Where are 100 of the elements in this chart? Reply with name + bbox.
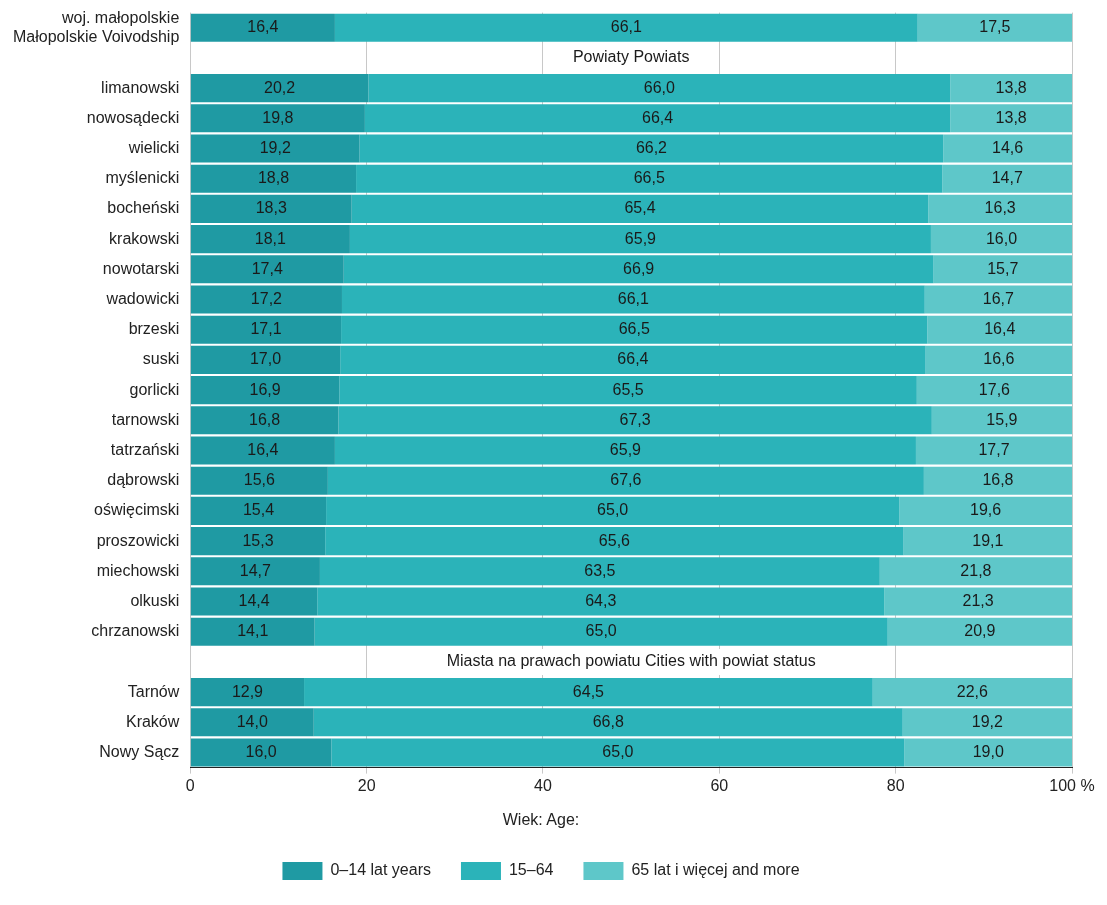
bar — [903, 527, 1072, 556]
bar — [339, 376, 917, 405]
bar — [364, 104, 951, 133]
y-tick-label: olkuski — [130, 591, 180, 609]
bar — [190, 134, 360, 163]
data-label: 20,9 — [964, 622, 996, 640]
data-label: 18,3 — [255, 199, 287, 217]
bar — [334, 436, 916, 465]
data-label: 21,8 — [960, 561, 992, 579]
bar — [190, 285, 342, 314]
data-label: 65,9 — [624, 229, 657, 247]
data-label: 65,0 — [597, 501, 629, 519]
data-label: 66,4 — [617, 350, 649, 368]
data-label: 14,7 — [991, 169, 1023, 187]
data-label: 65,0 — [602, 742, 634, 760]
bar — [190, 315, 342, 344]
data-label: 13,8 — [995, 108, 1027, 126]
x-tick-label: 100 % — [1049, 776, 1095, 794]
bar — [334, 13, 918, 42]
data-label: 16,4 — [247, 440, 279, 458]
bar — [915, 436, 1072, 465]
annotation: Miasta na prawach powiatu Cities with powiat status — [446, 652, 816, 670]
bar — [190, 708, 314, 737]
y-tick-label: limanowski — [101, 78, 180, 96]
data-label: 16,6 — [983, 350, 1015, 368]
x-tick-label: 60 — [710, 776, 729, 794]
bar — [933, 255, 1072, 284]
data-label: 14,6 — [992, 138, 1024, 156]
data-label: 13,8 — [995, 78, 1027, 96]
bar — [325, 527, 904, 556]
data-label: 65,6 — [598, 531, 631, 549]
data-label: 15,3 — [242, 531, 274, 549]
x-tick-label: 40 — [534, 776, 552, 794]
data-label: 66,5 — [618, 320, 650, 338]
bar — [899, 496, 1072, 525]
bar — [190, 376, 340, 405]
data-label: 19,6 — [970, 501, 1002, 519]
y-tick-label: Nowy Sącz — [99, 742, 180, 760]
bar — [190, 164, 357, 193]
bar — [923, 466, 1072, 495]
bar — [190, 194, 352, 223]
data-label: 66,2 — [635, 138, 668, 156]
data-label: 17,2 — [250, 289, 283, 307]
bar — [326, 496, 900, 525]
data-label: 16,9 — [249, 380, 281, 398]
bar — [190, 74, 369, 103]
bar — [341, 285, 925, 314]
data-label: 64,5 — [572, 682, 605, 700]
y-tick-label: chrzanowski — [91, 622, 180, 640]
data-label: 19,1 — [972, 531, 1004, 549]
bar — [314, 617, 888, 646]
data-label: 16,8 — [249, 410, 281, 428]
bar — [190, 527, 326, 556]
y-tick-label: wielicki — [127, 138, 180, 156]
y-tick-label: proszowicki — [96, 531, 180, 549]
bar — [190, 104, 365, 133]
data-label: 17,6 — [978, 380, 1011, 398]
x-tick-label: 0 — [185, 776, 195, 794]
y-tick-label: krakowski — [109, 229, 180, 247]
data-label: 16,4 — [247, 18, 279, 36]
bar — [331, 738, 905, 767]
bar — [190, 496, 327, 525]
bar — [887, 617, 1072, 646]
data-label: 22,6 — [956, 682, 989, 700]
data-label: 15,7 — [987, 259, 1019, 277]
bar — [319, 557, 880, 586]
data-label: 16,0 — [985, 229, 1018, 247]
data-label: 17,0 — [249, 350, 282, 368]
bar — [943, 134, 1072, 163]
bar — [327, 466, 924, 495]
y-tick-label: Kraków — [125, 712, 180, 730]
bar — [190, 345, 341, 374]
bar — [872, 678, 1072, 707]
data-label: 18,1 — [254, 229, 287, 247]
data-label: 14,7 — [239, 561, 272, 579]
data-label: 65,0 — [585, 622, 617, 640]
data-label: 16,3 — [984, 199, 1016, 217]
bar — [190, 436, 335, 465]
y-tick-label: woj. małopolskie Małopolskie Voivodship — [12, 8, 180, 45]
data-label: 21,3 — [962, 591, 994, 609]
bar — [924, 285, 1072, 314]
data-label: 65,4 — [624, 199, 656, 217]
bar — [884, 587, 1072, 616]
data-label: 66,5 — [633, 169, 665, 187]
legend-label: 65 lat i więcej and more — [631, 861, 800, 879]
bar — [942, 164, 1072, 193]
y-tick-label: bocheński — [107, 199, 180, 217]
bar — [356, 164, 943, 193]
bar — [368, 74, 951, 103]
data-label: 20,2 — [264, 78, 296, 96]
data-label: 66,1 — [617, 289, 650, 307]
bar — [190, 13, 335, 42]
data-label: 19,8 — [262, 108, 294, 126]
data-label: 19,2 — [971, 712, 1004, 730]
x-tick-label: 20 — [357, 776, 376, 794]
bar — [190, 225, 350, 254]
y-tick-label: gorlicki — [129, 380, 180, 398]
data-label: 16,4 — [984, 320, 1016, 338]
data-label: 66,9 — [623, 259, 655, 277]
data-label: 16,8 — [982, 471, 1014, 489]
